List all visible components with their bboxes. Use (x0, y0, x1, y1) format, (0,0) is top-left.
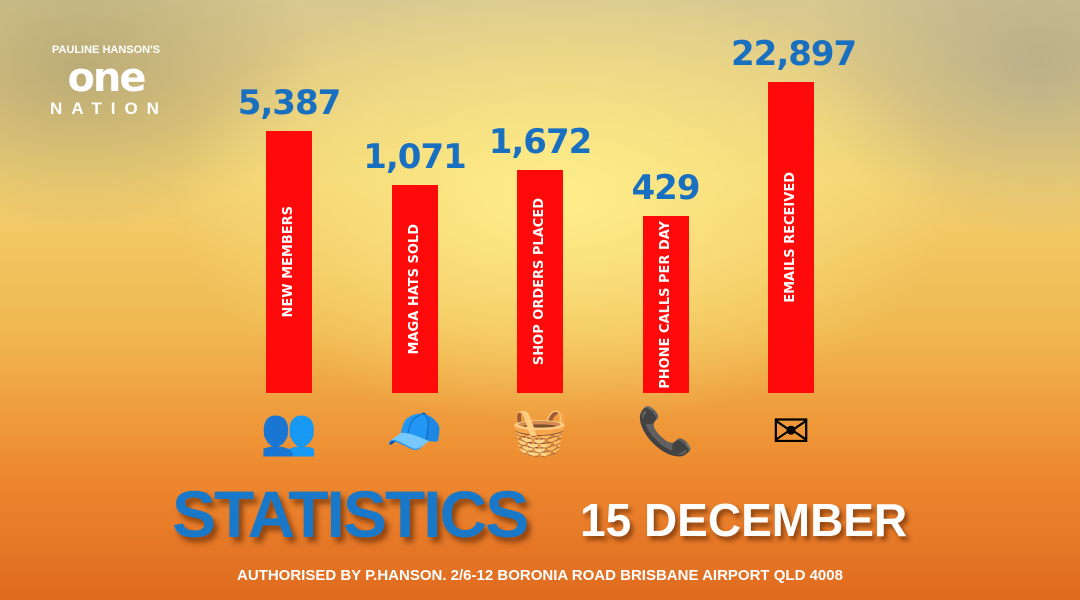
bar: SHOP ORDERS PLACED (517, 170, 563, 393)
email-icon: ✉ (771, 405, 811, 457)
logo-line1: PAULINE HANSON'S (51, 44, 161, 56)
order-basket-icon: 🧺 (511, 405, 569, 457)
bar: EMAILS RECEIVED (768, 82, 814, 393)
bar: PHONE CALLS PER DAY (642, 215, 689, 393)
bar-value-label: 1,672 (488, 122, 593, 163)
bar-value-label: 1,071 (363, 137, 467, 178)
bar-value-label: 5,387 (237, 82, 342, 123)
bar-category-label: MAGA HATS SOLD (406, 223, 422, 355)
bar: MAGA HATS SOLD (391, 185, 438, 393)
bar-category-label: PHONE CALLS PER DAY (657, 220, 673, 389)
date: 15 DECEMBER (580, 494, 908, 546)
members-icon: 👥 (260, 405, 318, 457)
bar-category-label: EMAILS RECEIVED (783, 172, 798, 303)
bar-category-label: NEW MEMBERS (281, 206, 296, 318)
title: STATISTICS (172, 477, 529, 551)
bar-category-label: SHOP ORDERS PLACED (532, 198, 547, 366)
bar-value-label: 22,897 (731, 34, 857, 75)
authorisation-footer: AUTHORISED BY P.HANSON. 2/6-12 BORONIA R… (237, 567, 843, 584)
phone-icon: 📞 (636, 405, 695, 457)
bar-value-label: 429 (631, 167, 701, 208)
bar: NEW MEMBERS (266, 130, 312, 393)
one-nation-logo: PAULINE HANSON'S one NATION (44, 44, 168, 118)
maga-hat-icon: 🧢 (385, 405, 444, 457)
logo-line2: one (67, 55, 146, 101)
logo-line3: NATION (50, 99, 168, 118)
